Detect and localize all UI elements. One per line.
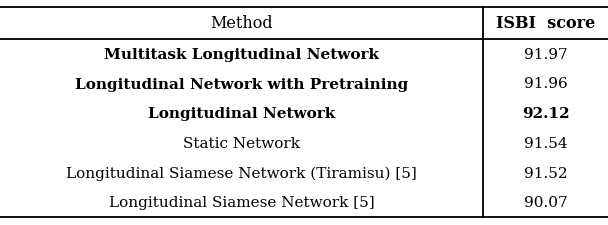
Text: Multitask Longitudinal Network: Multitask Longitudinal Network: [104, 48, 379, 62]
Text: Longitudinal Network with Pretraining: Longitudinal Network with Pretraining: [75, 77, 409, 91]
Text: Longitudinal Siamese Network (Tiramisu) [5]: Longitudinal Siamese Network (Tiramisu) …: [66, 166, 417, 180]
Text: Longitudinal Siamese Network [5]: Longitudinal Siamese Network [5]: [109, 195, 375, 209]
Text: 90.07: 90.07: [524, 195, 567, 209]
Text: 91.54: 91.54: [524, 136, 567, 150]
Text: 91.96: 91.96: [524, 77, 567, 91]
Text: 91.52: 91.52: [524, 166, 567, 180]
Text: Longitudinal Network: Longitudinal Network: [148, 107, 335, 121]
Text: Method: Method: [210, 16, 273, 32]
Text: ISBI  score: ISBI score: [496, 16, 595, 32]
Text: Static Network: Static Network: [183, 136, 300, 150]
Text: 92.12: 92.12: [522, 107, 570, 121]
Text: 91.97: 91.97: [524, 48, 567, 62]
